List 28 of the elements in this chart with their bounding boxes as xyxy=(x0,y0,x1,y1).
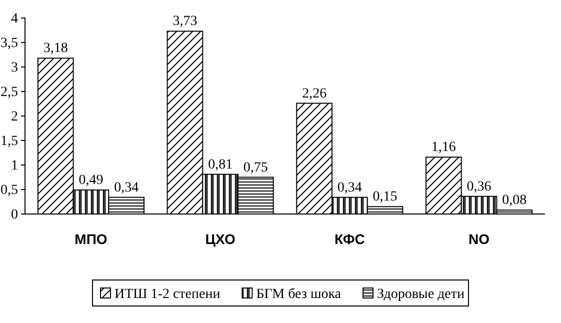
data-label: 3,73 xyxy=(172,14,198,30)
data-label: 0,15 xyxy=(372,190,398,205)
y-tick-label: 0 xyxy=(11,207,18,222)
legend-label: БГМ без шока xyxy=(256,287,342,302)
data-label: 0,36 xyxy=(466,179,492,194)
y-tick-label: 3,5 xyxy=(0,36,18,51)
legend-label: Здоровые дети xyxy=(377,287,466,302)
data-label: 2,26 xyxy=(302,86,327,102)
data-label: 0,34 xyxy=(337,180,362,196)
x-tick-label: МПО xyxy=(74,230,108,247)
y-tick-label: 3 xyxy=(11,60,18,76)
data-label: 3,18 xyxy=(43,41,68,56)
x-tick-label: NO xyxy=(468,230,490,247)
y-tick-label: 1 xyxy=(11,158,18,174)
data-label: 0,49 xyxy=(78,172,104,188)
x-tick-label: ЦХО xyxy=(205,230,236,247)
x-tick-label: КФС xyxy=(334,230,365,247)
y-tick-label: 4 xyxy=(11,11,18,26)
y-tick-label: 1,5 xyxy=(0,134,18,149)
data-label: 0,34 xyxy=(114,180,139,196)
data-label: 1,16 xyxy=(431,140,456,156)
y-tick-label: 2 xyxy=(11,109,18,124)
data-label: 0,08 xyxy=(502,193,527,208)
data-label: 0,81 xyxy=(208,157,233,172)
y-tick-label: 2,5 xyxy=(0,84,18,100)
data-label: 0,75 xyxy=(243,160,268,176)
legend-label: ИТШ 1-2 степени xyxy=(114,287,221,302)
y-tick-label: 0,5 xyxy=(0,182,18,198)
